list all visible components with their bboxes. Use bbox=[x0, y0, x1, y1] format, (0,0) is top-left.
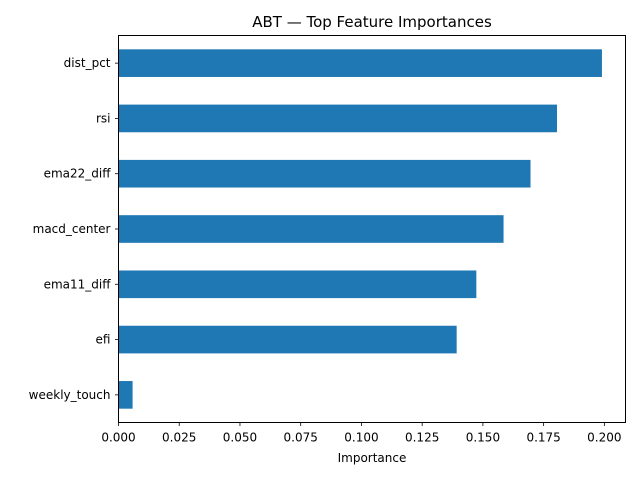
y-tick-label: weekly_touch bbox=[29, 388, 111, 402]
x-tick-label: 0.000 bbox=[101, 431, 135, 445]
bar-rsi bbox=[118, 104, 557, 133]
y-tick-label: macd_center bbox=[33, 222, 111, 236]
bar-efi bbox=[118, 325, 457, 354]
x-axis-label: Importance bbox=[338, 451, 407, 465]
x-tick-label: 0.050 bbox=[223, 431, 257, 445]
y-tick-label: ema11_diff bbox=[44, 277, 112, 291]
x-tick-label: 0.150 bbox=[466, 431, 500, 445]
y-tick-label: dist_pct bbox=[64, 56, 111, 70]
bar-ema11_diff bbox=[118, 270, 477, 299]
x-axis-ticks: 0.000 0.025 0.050 0.075 0.100 0.125 0.150 0.175… bbox=[101, 422, 622, 445]
bars-group bbox=[118, 49, 602, 409]
x-tick-label: 0.175 bbox=[526, 431, 560, 445]
y-tick-label: ema22_diff bbox=[44, 167, 112, 181]
bar-ema22_diff bbox=[118, 159, 531, 188]
x-tick-label: 0.100 bbox=[344, 431, 378, 445]
chart-title: ABT — Top Feature Importances bbox=[252, 13, 492, 31]
x-tick-label: 0.125 bbox=[405, 431, 439, 445]
x-tick-label: 0.075 bbox=[284, 431, 318, 445]
bar-dist_pct bbox=[118, 49, 602, 77]
y-tick-label: rsi bbox=[96, 111, 111, 125]
bar-weekly_touch bbox=[118, 381, 133, 409]
x-tick-label: 0.200 bbox=[587, 431, 621, 445]
x-tick-label: 0.025 bbox=[162, 431, 196, 445]
axes-frame bbox=[118, 35, 626, 423]
y-tick-label: efi bbox=[96, 333, 111, 347]
bar-macd_center bbox=[118, 215, 504, 243]
